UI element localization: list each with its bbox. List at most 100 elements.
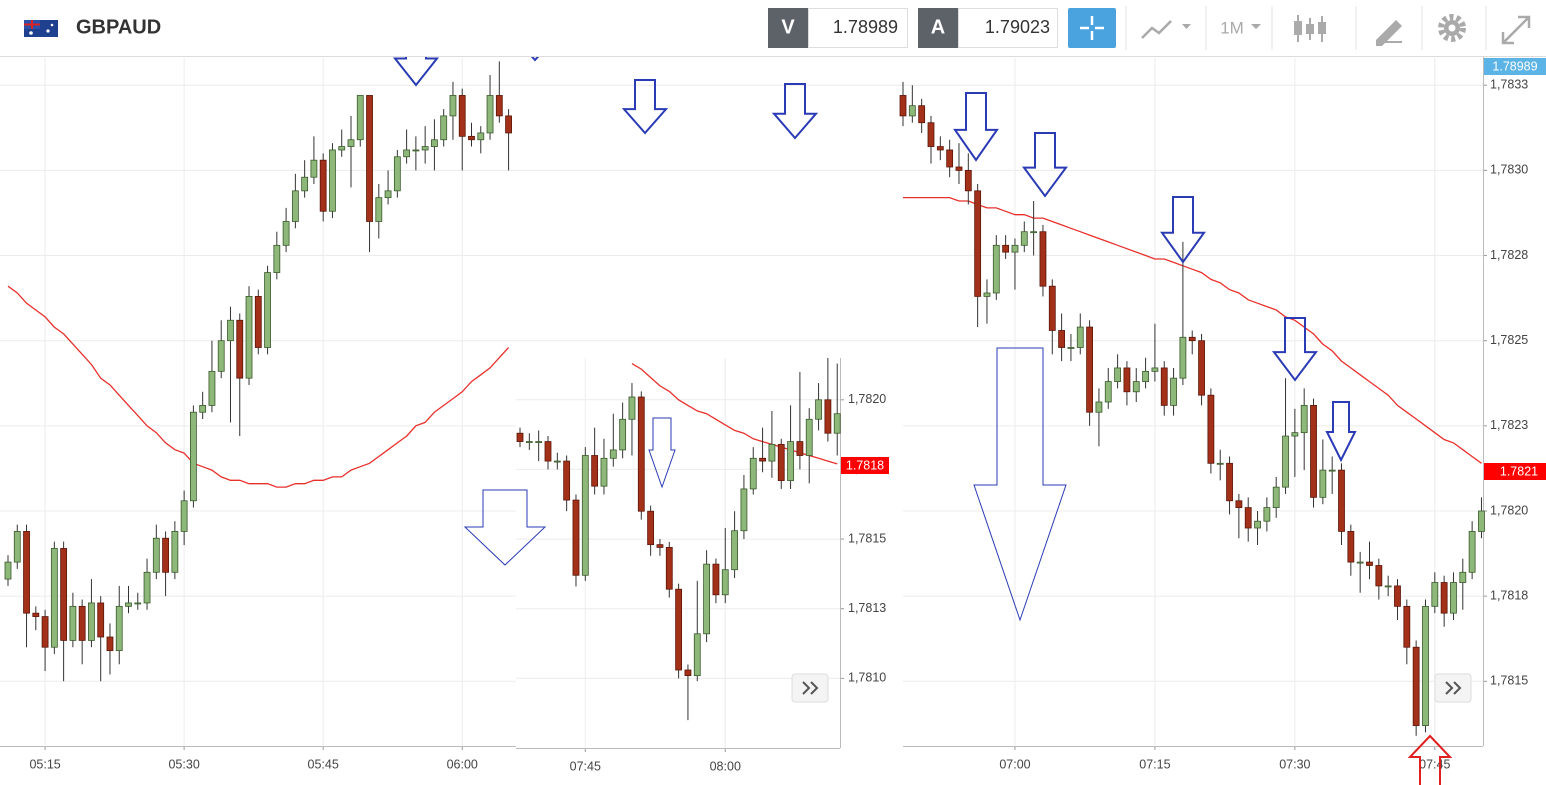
annotation-arrow: [1407, 734, 1453, 785]
annotation-arrow: [1160, 196, 1206, 264]
ask-price: 1.79023: [985, 17, 1050, 37]
x-tick-label: 08:00: [710, 759, 741, 773]
timeframe-button[interactable]: 1M: [1220, 18, 1261, 37]
candle-body: [1459, 571, 1467, 583]
candle-body: [1366, 561, 1373, 566]
candle-body: [1431, 582, 1439, 607]
candle-body: [208, 370, 216, 406]
candle-body: [787, 441, 794, 481]
candle-body: [106, 636, 114, 652]
crosshair-button[interactable]: [1068, 8, 1116, 48]
candle-body: [815, 399, 822, 420]
ask-button[interactable]: [918, 8, 958, 48]
candle-body: [199, 405, 207, 413]
candle-body: [245, 296, 253, 379]
candle-body: [32, 612, 40, 617]
candle-body: [553, 460, 561, 463]
candle-body: [684, 669, 692, 676]
candle-body: [1114, 367, 1121, 382]
candle-body: [1319, 469, 1327, 498]
y-tick-label: 1,7823: [1490, 418, 1528, 432]
candle-body: [115, 605, 123, 652]
candle-body: [992, 244, 1000, 294]
candle-body: [1086, 326, 1093, 413]
candle-body: [1235, 500, 1243, 508]
candle-body: [273, 244, 281, 273]
candle-body: [768, 443, 776, 462]
candle-body: [581, 455, 589, 576]
candle-body: [1151, 367, 1159, 372]
button-icon: [802, 681, 819, 695]
candle-body: [125, 602, 132, 607]
candle-body: [1095, 401, 1103, 413]
candle-body: [495, 95, 503, 117]
candle-body: [347, 139, 355, 147]
candle-body: [282, 221, 290, 246]
candle-body: [712, 563, 720, 596]
candle-body: [236, 319, 244, 379]
candle-body: [227, 319, 234, 342]
candle-body: [1328, 469, 1336, 472]
scroll-to-end-button[interactable]: [791, 673, 829, 703]
candle-body: [516, 432, 524, 442]
candle-body: [749, 457, 757, 490]
bid-button[interactable]: [768, 8, 808, 48]
candle-body: [609, 449, 617, 459]
y-tick-label: 1,7820: [848, 392, 886, 406]
candle-body: [1272, 486, 1280, 508]
candle-body: [1188, 336, 1196, 342]
candle-body: [393, 156, 401, 192]
bid-label: V: [781, 16, 795, 38]
candle-body: [563, 460, 571, 501]
candle-body: [1356, 561, 1364, 564]
candle-body: [1412, 646, 1420, 726]
plot-layer: 1,7833 1,7830 1,7828 1,7825 1,7823 1,7820 1,78…: [0, 57, 1546, 785]
candle-body: [78, 605, 86, 641]
candle-body: [291, 190, 299, 222]
candle-body: [412, 149, 420, 152]
last-price-tag: [1484, 58, 1546, 75]
candle-body: [477, 132, 485, 141]
annotation-arrow: [463, 489, 547, 566]
candle-body: [833, 413, 841, 434]
candle-body: [1058, 330, 1066, 348]
scroll-to-end-button[interactable]: [1434, 673, 1472, 703]
candle-body: [1347, 531, 1355, 563]
candle-body: [1216, 462, 1224, 465]
candle-body: [1300, 405, 1308, 434]
candle-body: [41, 616, 49, 648]
candle-body: [134, 602, 142, 605]
ma-price-tag: [841, 457, 889, 474]
candle-body: [1375, 565, 1383, 587]
candle-body: [1254, 520, 1261, 529]
candle-body: [329, 149, 336, 212]
ask-label: A: [931, 16, 945, 38]
candle-body: [1179, 336, 1187, 379]
candle-body: [1142, 370, 1149, 382]
candle-body: [468, 135, 475, 141]
candle-body: [1394, 585, 1401, 607]
candle-body: [918, 105, 926, 124]
candle-body: [1002, 244, 1010, 253]
chart-type-button[interactable]: [1141, 20, 1191, 39]
candle-body: [449, 95, 457, 117]
annotation-arrow: [1325, 401, 1357, 463]
fullscreen-button[interactable]: [1501, 15, 1531, 45]
candle-body: [805, 418, 813, 456]
candle-body: [1226, 462, 1233, 502]
bid-box: [808, 8, 908, 48]
settings-button[interactable]: [1438, 14, 1466, 42]
candle-style-button[interactable]: [1294, 15, 1326, 42]
candle-body: [421, 146, 429, 151]
candle-body: [731, 530, 738, 571]
candle-body: [983, 292, 991, 297]
candle-body: [1450, 582, 1457, 614]
candle-body: [486, 95, 494, 134]
draw-tools-button[interactable]: [1376, 20, 1402, 46]
ask-box: [958, 8, 1058, 48]
price-axis-background: [1483, 57, 1546, 785]
annotation-arrow: [953, 92, 999, 162]
annotation-arrow: [1271, 317, 1319, 382]
